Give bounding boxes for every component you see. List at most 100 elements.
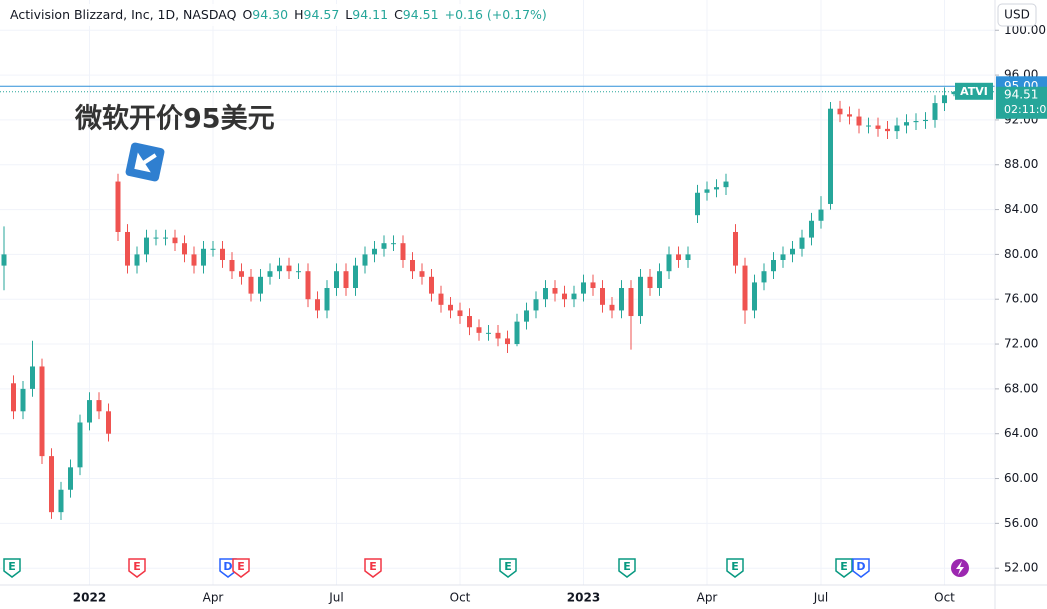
event-label[interactable]: E (369, 560, 377, 573)
countdown: 02:11:0 (1004, 103, 1046, 116)
candle-body (657, 271, 662, 289)
y-tick-label: 56.00 (1004, 516, 1038, 530)
label: O (242, 7, 252, 22)
candle-body (201, 248, 206, 266)
candle-body (951, 91, 957, 95)
event-badge[interactable] (499, 558, 517, 578)
candle-body (638, 276, 643, 317)
candle-body (818, 209, 824, 221)
candle-body (809, 220, 814, 238)
candle-body (96, 400, 102, 412)
header-title: Activision Blizzard, Inc, 1D, NASDAQ O 94.… (10, 7, 547, 22)
event-badge[interactable] (364, 558, 382, 578)
candle-body (448, 304, 453, 311)
candle-body (885, 128, 890, 132)
title: Activision Blizzard, Inc, 1D, NASDAQ (10, 7, 237, 22)
event-badge[interactable] (618, 558, 636, 578)
candle-body (723, 181, 729, 188)
candle-body (476, 327, 482, 333)
candle-body (733, 231, 738, 266)
event-label[interactable]: E (237, 560, 245, 573)
candle-body (372, 248, 377, 255)
candle-body (571, 293, 577, 300)
candle-body (581, 282, 586, 294)
candle-body (87, 400, 92, 423)
candle-body (286, 265, 292, 272)
candle-body (77, 422, 83, 468)
candle-body (362, 254, 368, 266)
candle-body (742, 265, 748, 311)
candle-body (837, 108, 843, 115)
candle-body (932, 103, 938, 120)
candle-body (552, 288, 558, 294)
y-tick-label: 52.00 (1004, 561, 1038, 575)
candle-body (514, 321, 520, 345)
event-label[interactable]: E (8, 560, 16, 573)
event-badge[interactable] (835, 558, 853, 578)
candle-body (248, 276, 254, 294)
candle-body (134, 254, 140, 266)
candle-body (277, 265, 282, 272)
value: 94.57 (304, 7, 340, 22)
candle-body (856, 116, 862, 126)
event-label[interactable]: E (623, 560, 631, 573)
candle-body (106, 411, 111, 434)
event-badge[interactable] (3, 558, 21, 578)
candle-body (391, 243, 396, 245)
split-bolt[interactable] (956, 561, 964, 575)
candle-body (11, 383, 16, 412)
candle-body (695, 192, 700, 216)
candle-body (875, 125, 881, 129)
event-label[interactable]: D (223, 560, 232, 573)
candle-body (429, 276, 434, 294)
candle-body (334, 271, 339, 289)
candle-body (676, 254, 681, 260)
y-tick-label: 60.00 (1004, 471, 1038, 485)
x-tick-label: 2023 (567, 591, 600, 605)
value: 94.51 (403, 7, 439, 22)
symbol-tag-bg (955, 82, 993, 100)
candle-body (600, 288, 605, 305)
candle-body (647, 276, 653, 289)
candle-body (182, 243, 187, 255)
candle-body (220, 248, 225, 260)
event-label[interactable]: E (504, 560, 512, 573)
y-tick-label: 76.00 (1004, 292, 1038, 306)
candle-body (239, 271, 244, 277)
currency-label[interactable]: USD (1004, 8, 1030, 22)
candle-body (780, 254, 786, 260)
candle-body (153, 237, 159, 239)
event-badge[interactable] (128, 558, 146, 578)
candle-body (714, 187, 719, 190)
event-label[interactable]: E (731, 560, 739, 573)
x-tick-label: 2022 (73, 591, 106, 605)
currency-button[interactable]: USD (997, 3, 1037, 27)
event-badge[interactable] (232, 558, 250, 578)
event-label[interactable]: D (856, 560, 865, 573)
candle-body (942, 95, 947, 104)
event-label[interactable]: E (840, 560, 848, 573)
x-tick-label: Jul (813, 591, 828, 605)
button-bg[interactable] (997, 3, 1037, 27)
y-tick-label: 64.00 (1004, 426, 1038, 440)
candle-body (799, 237, 805, 249)
candle-body (125, 231, 130, 266)
y-axis: 52.00 56.00 60.00 64.00 68.00 72.00 76.00 80.00… (995, 23, 1047, 575)
event-badge[interactable] (852, 558, 870, 578)
last-price-label: 94.51 (1004, 87, 1038, 101)
candle-body (296, 271, 301, 273)
y-tick-label: 80.00 (1004, 247, 1038, 261)
candle-body (210, 248, 216, 250)
header-bg (2, 4, 522, 26)
candle-body (790, 248, 795, 255)
candle-body (533, 299, 539, 311)
candle-body (704, 189, 710, 193)
candle-body (438, 293, 444, 305)
candle-body (562, 293, 567, 300)
candle-body (486, 332, 491, 334)
candle-body (913, 121, 919, 123)
event-label[interactable]: E (133, 560, 141, 573)
event-badge[interactable] (726, 558, 744, 578)
candle-body (866, 125, 871, 127)
candle-body (590, 282, 596, 289)
